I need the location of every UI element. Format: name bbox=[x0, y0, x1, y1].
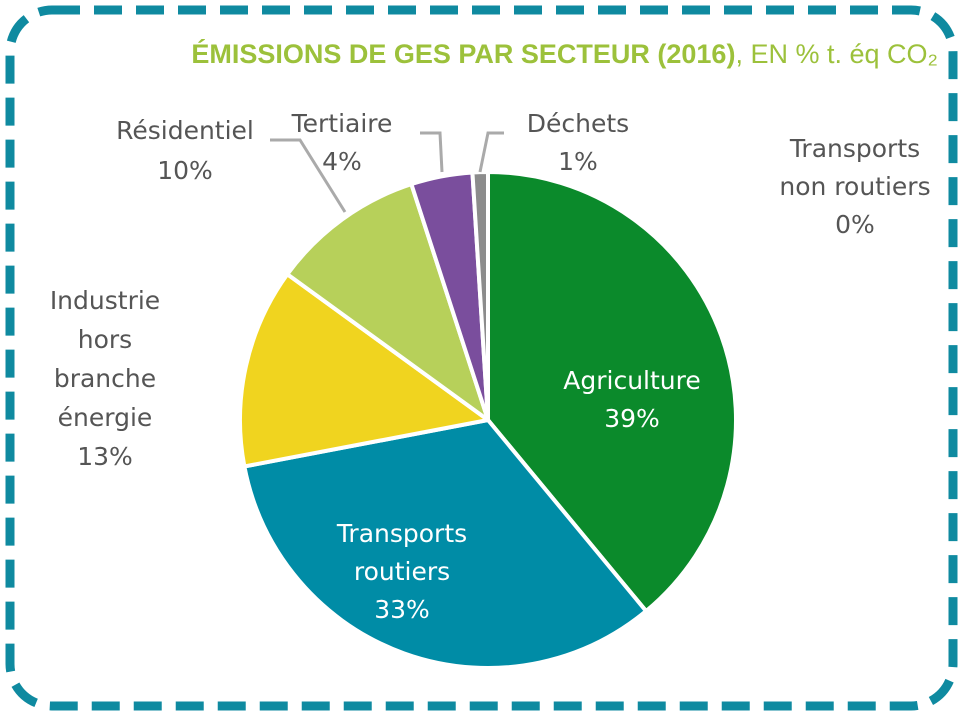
chart-subtitle: , EN % t. éq CO₂ bbox=[735, 39, 938, 69]
leader-lines bbox=[270, 131, 504, 213]
value-label: 4% bbox=[322, 147, 362, 176]
slice-label: Agriculture bbox=[563, 366, 701, 395]
slice-label: routiers bbox=[354, 557, 450, 586]
leader-line bbox=[478, 131, 504, 173]
slice-label: énergie bbox=[58, 403, 153, 432]
value-label: 39% bbox=[604, 404, 660, 433]
leader-line bbox=[420, 131, 444, 173]
pie-slice bbox=[242, 418, 649, 670]
chart-title: ÉMISSIONS DE GES PAR SECTEUR (2016) bbox=[191, 38, 735, 69]
leader-line bbox=[270, 138, 347, 213]
slice-label: non routiers bbox=[779, 172, 930, 201]
slice-label: Transports bbox=[789, 134, 920, 163]
value-label: 13% bbox=[77, 442, 133, 471]
value-label: 1% bbox=[558, 147, 598, 176]
value-label: 10% bbox=[157, 156, 213, 185]
slice-label: Déchets bbox=[527, 109, 629, 138]
slice-label: Résidentiel bbox=[116, 116, 254, 145]
dashed-frame bbox=[5, 5, 958, 711]
pie-slice bbox=[285, 182, 490, 422]
chart-heading: ÉMISSIONS DE GES PAR SECTEUR (2016), EN … bbox=[191, 38, 938, 69]
pie-slice bbox=[238, 272, 490, 469]
slice-label: branche bbox=[54, 364, 156, 393]
pie-slice bbox=[486, 170, 738, 614]
value-label: 0% bbox=[835, 210, 875, 239]
slice-label: hors bbox=[78, 325, 132, 354]
value-label: 33% bbox=[374, 595, 430, 624]
slice-label: Industrie bbox=[50, 286, 160, 315]
slice-label: Tertiaire bbox=[291, 109, 393, 138]
pie bbox=[238, 170, 738, 670]
slice-label: Transports bbox=[336, 519, 467, 548]
